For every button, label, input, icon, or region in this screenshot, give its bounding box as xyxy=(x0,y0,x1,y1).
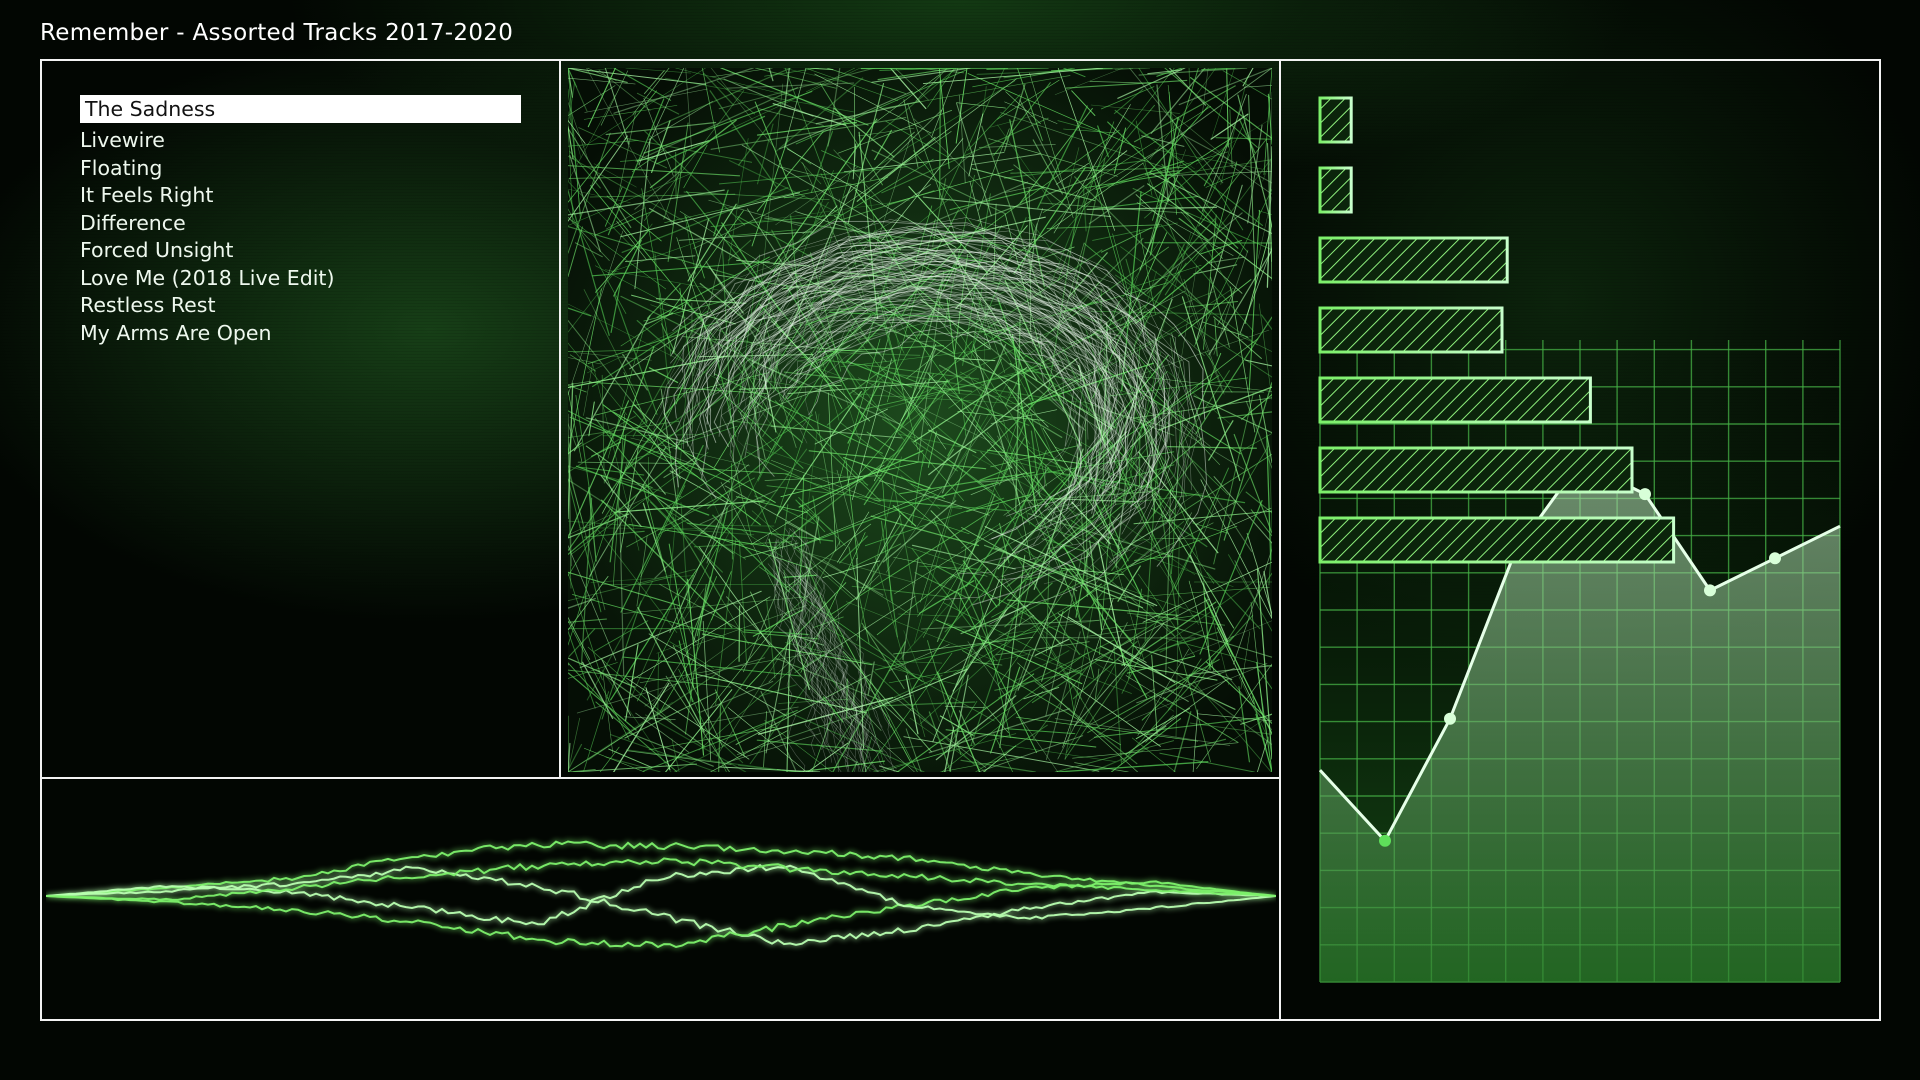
spectrum-point xyxy=(1704,584,1716,597)
audio-visualizer xyxy=(1318,96,1841,983)
album-title: Remember - Assorted Tracks 2017-2020 xyxy=(40,20,514,46)
track-item[interactable]: It Feels Right xyxy=(80,183,214,207)
level-bar xyxy=(1318,236,1509,284)
level-bar-hatch xyxy=(1320,518,1674,562)
track-item[interactable]: Restless Rest xyxy=(80,293,216,317)
track-list: The Sadness Livewire Floating It Feels Righ… xyxy=(78,95,521,347)
level-bar-hatch xyxy=(1320,238,1508,282)
spectrum-point xyxy=(1639,488,1651,501)
level-bar xyxy=(1318,96,1353,144)
waveform-visual xyxy=(46,840,1276,949)
level-bar xyxy=(1318,376,1592,424)
track-item[interactable]: My Arms Are Open xyxy=(80,320,272,345)
track-item[interactable]: Forced Unsight xyxy=(80,238,234,262)
level-bar-hatch xyxy=(1320,98,1352,142)
track-item[interactable]: Floating xyxy=(80,155,163,180)
album-art-visual xyxy=(568,68,1272,772)
level-bar xyxy=(1318,166,1353,214)
track-item-selected[interactable]: The Sadness xyxy=(80,95,521,123)
level-bar xyxy=(1318,306,1504,354)
track-item[interactable]: Love Me (2018 Live Edit) xyxy=(80,265,335,290)
level-bar xyxy=(1318,516,1676,564)
spectrum-point xyxy=(1379,834,1391,847)
divider-vertical-left xyxy=(559,59,561,779)
level-bar-hatch xyxy=(1320,448,1632,492)
track-item[interactable]: Difference xyxy=(80,210,186,235)
level-bar-hatch xyxy=(1320,168,1352,212)
divider-horizontal xyxy=(40,777,1281,779)
level-bar xyxy=(1318,446,1634,494)
level-bar-hatch xyxy=(1320,308,1502,352)
level-bar-hatch xyxy=(1320,378,1591,422)
spectrum-point xyxy=(1444,712,1456,725)
track-item[interactable]: Livewire xyxy=(80,128,165,152)
spectrum-point xyxy=(1769,552,1781,565)
divider-vertical-right xyxy=(1279,59,1281,1021)
player-frame xyxy=(40,59,1881,1021)
